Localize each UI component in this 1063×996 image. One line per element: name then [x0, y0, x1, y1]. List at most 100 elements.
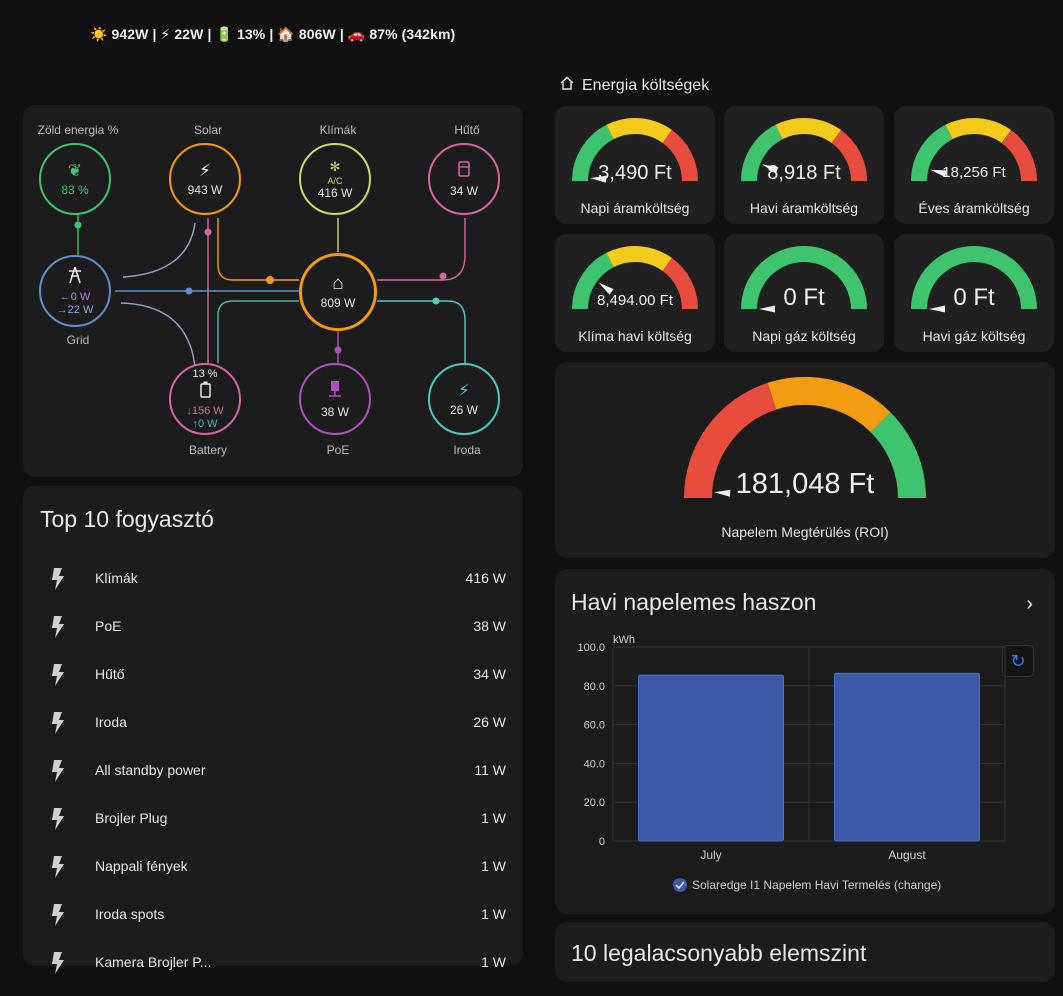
leaf-icon: ❦ — [67, 160, 83, 180]
battery-icon — [199, 381, 211, 402]
cost-gauge-needle — [759, 305, 775, 313]
green-energy-value: 83 % — [61, 182, 89, 197]
consumer-name: All standby power — [95, 762, 206, 778]
poe-node[interactable]: 38 W — [299, 363, 371, 435]
lightning-icon: ⚡ — [458, 380, 470, 400]
cost-gauge-segment — [741, 246, 867, 310]
cost-gauge-value: 0 Ft — [783, 284, 825, 311]
list-item[interactable]: Brojler Plug 1 W — [23, 804, 523, 852]
top10-card: Top 10 fogyasztó Klímák 416 W PoE 38 W Hűtő 3… — [23, 486, 523, 974]
y-tick-label: 20.0 — [584, 797, 605, 809]
cost-gauge-card[interactable]: 8,494.00 Ft Klíma havi költség — [555, 234, 715, 352]
battery-node[interactable]: 13 % ↓156 W ↑0 W — [169, 363, 241, 435]
consumer-value: 26 W — [473, 714, 506, 730]
y-tick-label: 60.0 — [584, 720, 605, 732]
cost-gauge-segment — [911, 124, 953, 182]
poe-label: PoE — [326, 443, 350, 457]
cost-gauge-value: 8,918 Ft — [767, 162, 841, 184]
cost-gauge-value: 0 Ft — [953, 284, 995, 311]
roi-gauge-needle — [714, 489, 731, 497]
iroda-node[interactable]: ⚡ 26 W — [428, 363, 500, 435]
roi-gauge-segment — [870, 412, 926, 499]
energy-costs-header: Energia költségek — [560, 76, 709, 95]
cost-gauge-segment — [572, 252, 614, 310]
list-item[interactable]: Iroda 26 W — [23, 708, 523, 756]
klimak-value: 416 W — [317, 186, 353, 200]
consumer-name: Brojler Plug — [95, 810, 168, 826]
battery-discharge-value: ↓156 W — [186, 404, 224, 417]
flash-icon — [52, 568, 64, 590]
cost-gauge-segment — [775, 118, 842, 144]
cost-gauge-card[interactable]: 3,490 Ft Napi áramköltség — [555, 106, 715, 224]
cost-gauge-label: Havi gáz költség — [922, 328, 1026, 344]
energy-flow-card: Zöld energia % ❦ 83 % Solar ⚡ 943 W Klím… — [23, 105, 523, 477]
green-energy-label: Zöld energia % — [37, 123, 119, 137]
cost-gauge-segment — [741, 124, 783, 182]
cost-gauge-card[interactable]: 18,256 Ft Éves áramköltség — [894, 106, 1054, 224]
y-tick-label: 80.0 — [584, 681, 605, 693]
solar-node[interactable]: ⚡ 943 W — [169, 143, 241, 215]
list-item[interactable]: Iroda spots 1 W — [23, 900, 523, 948]
solar-power-icon: ⚡ — [199, 160, 211, 180]
fridge-icon — [458, 160, 470, 181]
flash-icon — [52, 904, 64, 926]
consumer-name: Iroda — [95, 714, 127, 730]
consumer-value: 11 W — [474, 762, 506, 778]
y-tick-label: 100.0 — [577, 642, 605, 654]
home-value: 809 W — [320, 295, 356, 310]
iroda-label: Iroda — [453, 443, 481, 457]
green-energy-node[interactable]: ❦ 83 % — [39, 143, 111, 215]
flash-icon — [52, 952, 64, 974]
chart-title: Havi napelemes haszon — [571, 589, 817, 615]
network-switch-icon — [328, 380, 342, 402]
cost-gauge-card[interactable]: 0 Ft Havi gáz költség — [894, 234, 1054, 352]
consumer-value: 1 W — [481, 810, 506, 826]
cost-gauge-label: Havi áramköltség — [749, 200, 859, 216]
roi-value: 181,048 Ft — [735, 468, 875, 500]
battery-label: Battery — [188, 443, 227, 457]
top10-title: Top 10 fogyasztó — [40, 506, 214, 532]
cost-gauge-card[interactable]: 0 Ft Napi gáz költség — [724, 234, 884, 352]
cost-gauge-segment — [1001, 130, 1037, 182]
cost-gauge-card[interactable]: 8,918 Ft Havi áramköltség — [724, 106, 884, 224]
home-icon: ⌂ — [332, 272, 344, 294]
cost-gauge-label: Napi gáz költség — [752, 328, 856, 344]
huto-node[interactable]: 34 W — [428, 143, 500, 215]
roi-gauge — [684, 377, 926, 499]
list-item[interactable]: PoE 38 W — [23, 612, 523, 660]
bar-chart: kWh 100.0 80.0 60.0 40.0 20.0 0 July August Solar… — [577, 634, 1006, 892]
x-tick-label: July — [700, 848, 721, 862]
chevron-right-icon[interactable]: › — [1026, 593, 1033, 615]
klimak-node[interactable]: ✻ A/C 416 W — [299, 143, 371, 215]
lowest-battery-title: 10 legalacsonyabb elemszint — [571, 940, 867, 966]
cost-gauge-needle — [930, 169, 947, 178]
list-item[interactable]: Klímák 416 W — [23, 564, 523, 612]
grid-node[interactable]: ←0 W →22 W — [39, 255, 111, 327]
list-item[interactable]: Hűtő 34 W — [23, 660, 523, 708]
home-node[interactable]: ⌂ 809 W — [299, 253, 377, 331]
cost-gauge-label: Napi áramköltség — [580, 200, 690, 216]
list-item[interactable]: Nappali fények 1 W — [23, 852, 523, 900]
list-item[interactable]: Kamera Brojler P... 1 W — [23, 948, 523, 996]
cost-gauge — [741, 118, 867, 182]
list-item[interactable]: All standby power 11 W — [23, 756, 523, 804]
poe-value: 38 W — [320, 404, 349, 419]
flash-icon — [52, 616, 64, 638]
consumer-value: 1 W — [481, 906, 506, 922]
consumer-value: 416 W — [465, 570, 506, 586]
roi-gauge-segment — [767, 377, 891, 433]
roi-gauge-card[interactable]: 181,048 Ft Napelem Megtérülés (ROI) — [555, 362, 1055, 558]
cost-gauge-needle — [762, 164, 779, 174]
consumer-name: Hűtő — [95, 666, 125, 682]
cost-gauge-label: Éves áramköltség — [918, 200, 1030, 216]
refresh-button[interactable]: ↻ — [1002, 645, 1034, 677]
consumer-name: PoE — [95, 618, 122, 634]
consumer-name: Klímák — [95, 570, 138, 586]
consumer-name: Nappali fények — [95, 858, 188, 874]
flash-icon — [52, 856, 64, 878]
cost-gauge-value: 18,256 Ft — [942, 164, 1006, 181]
cost-gauge-segment — [662, 258, 698, 310]
transmission-tower-icon — [67, 266, 83, 288]
flash-icon — [52, 664, 64, 686]
solar-profit-chart-card: Havi napelemes haszon › ↻ kWh 100.0 80.0 60… — [555, 569, 1055, 914]
